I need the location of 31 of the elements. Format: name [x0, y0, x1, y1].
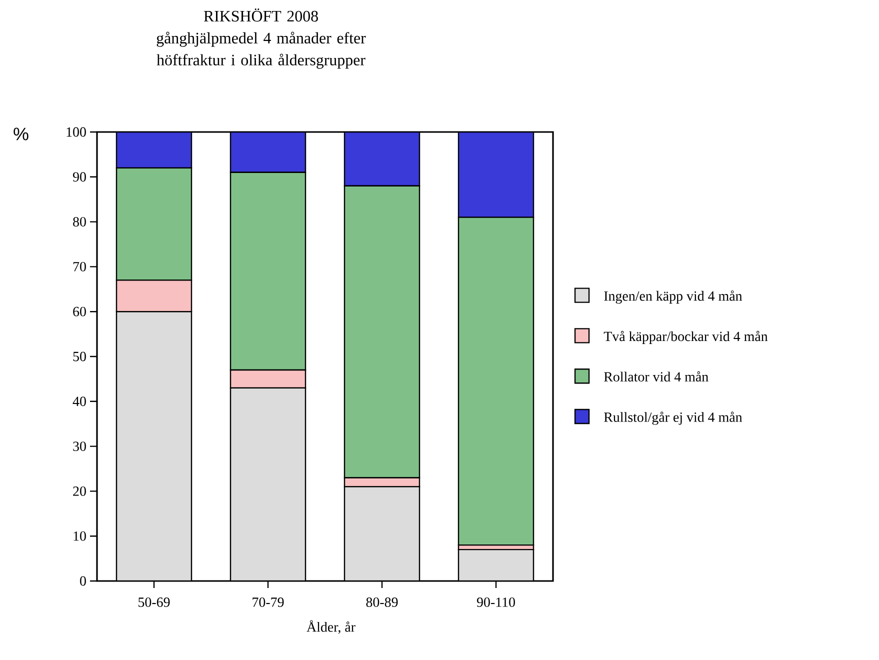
y-tick-label: 90 — [72, 172, 86, 182]
y-tick-label: 50 — [73, 352, 86, 362]
y-tick-label: 20 — [73, 486, 86, 496]
y-tick-label: 30 — [73, 442, 86, 452]
bar — [116, 310, 192, 581]
chart-title: RIKSHÖFT 2008 — [204, 8, 318, 22]
bar — [230, 387, 306, 581]
legend-label: Två käppar/bockar vid 4 mån — [604, 330, 768, 344]
y-tick-label: 100 — [66, 127, 86, 137]
x-tick-label: 50-69 — [138, 598, 170, 607]
y-tick-label: 10 — [74, 531, 86, 541]
x-tick-label: 70-79 — [252, 598, 284, 607]
x-axis-title: Ålder, år — [306, 620, 356, 634]
legend-label: Ingen/en käpp vid 4 mån — [604, 290, 742, 304]
bar — [344, 132, 420, 186]
y-tick-label: 40 — [72, 396, 86, 406]
y-tick-label: 60 — [73, 306, 86, 316]
chart-subtitle: gånghjälpmedel 4 månader efter höftfraktur i olika åldersgrupper — [156, 32, 366, 69]
bar — [116, 132, 192, 169]
x-tick-label: 80-89 — [366, 598, 398, 607]
y-tick-label: 70 — [73, 262, 86, 272]
bar — [458, 548, 534, 581]
y-tick-label: 80 — [73, 217, 86, 227]
y-tick-label: 0 — [80, 576, 86, 586]
legend-label: Rullstol/går ej vid 4 mån — [604, 412, 742, 425]
x-tick-label: 90-110 — [476, 598, 515, 607]
bar — [230, 132, 306, 173]
legend-label: Rollator vid 4 mån — [604, 371, 708, 382]
bar — [344, 486, 420, 581]
y-axis-title: % — [14, 128, 28, 140]
bar — [458, 132, 534, 218]
